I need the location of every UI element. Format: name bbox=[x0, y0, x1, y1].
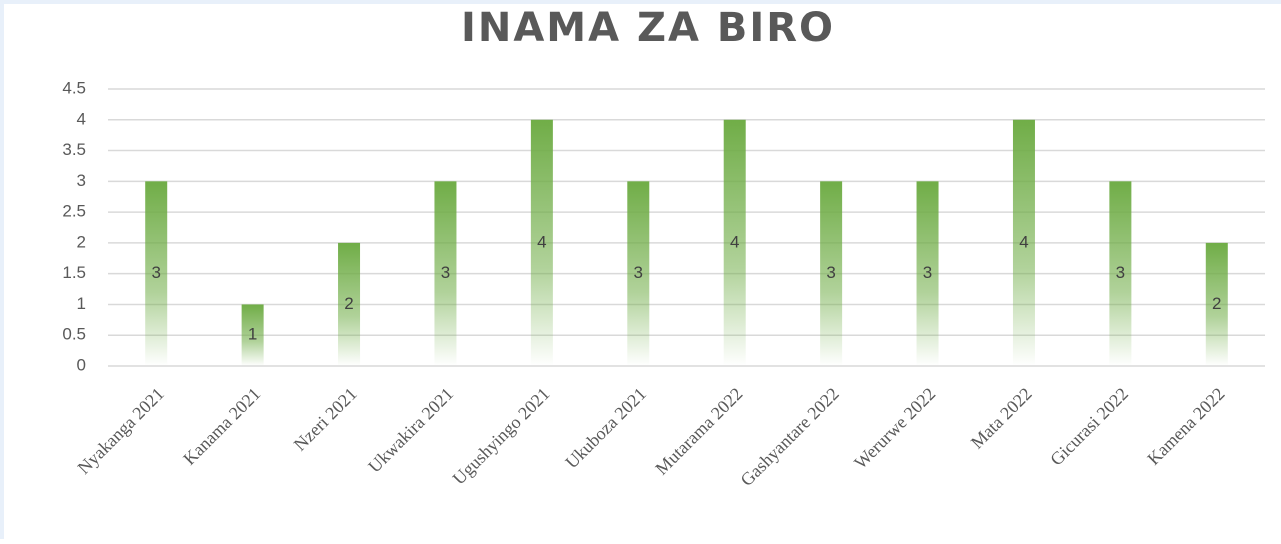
data-label: 3 bbox=[634, 263, 643, 282]
data-label: 1 bbox=[248, 325, 257, 344]
data-label: 2 bbox=[1212, 294, 1221, 313]
data-label: 3 bbox=[826, 263, 835, 282]
bar bbox=[338, 242, 361, 366]
bar bbox=[820, 181, 843, 366]
bar bbox=[723, 119, 746, 367]
y-tick-label: 2 bbox=[77, 232, 86, 251]
data-label: 3 bbox=[151, 263, 160, 282]
bar bbox=[530, 119, 553, 367]
left-edge bbox=[0, 0, 4, 539]
y-tick-label: 4 bbox=[77, 109, 86, 128]
y-tick-label: 0.5 bbox=[62, 325, 86, 344]
bar bbox=[145, 181, 168, 366]
bar bbox=[434, 181, 457, 366]
bar bbox=[1012, 119, 1035, 367]
bar bbox=[916, 181, 939, 366]
bar bbox=[1205, 242, 1228, 366]
bar bbox=[241, 304, 264, 366]
data-label: 2 bbox=[344, 294, 353, 313]
data-label: 3 bbox=[923, 263, 932, 282]
y-tick-label: 2.5 bbox=[62, 202, 86, 221]
data-label: 4 bbox=[730, 232, 739, 251]
data-label: 3 bbox=[1116, 263, 1125, 282]
bar bbox=[627, 181, 650, 366]
data-label: 4 bbox=[1019, 232, 1028, 251]
top-edge bbox=[0, 0, 1281, 4]
y-tick-label: 4.5 bbox=[62, 78, 86, 97]
y-tick-label: 1 bbox=[77, 294, 86, 313]
y-tick-label: 3.5 bbox=[62, 140, 86, 159]
bar bbox=[1109, 181, 1132, 366]
data-label: 4 bbox=[537, 232, 546, 251]
y-tick-label: 3 bbox=[77, 171, 86, 190]
y-tick-label: 0 bbox=[77, 355, 86, 374]
data-label: 3 bbox=[441, 263, 450, 282]
y-tick-label: 1.5 bbox=[62, 263, 86, 282]
chart-title: INAMA ZA BIRO bbox=[461, 5, 835, 51]
